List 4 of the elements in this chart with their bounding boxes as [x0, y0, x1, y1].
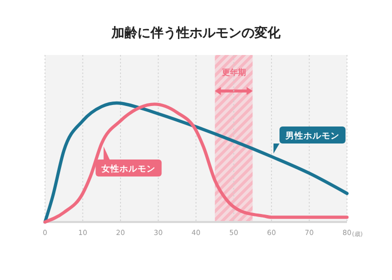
- legend-label: 女性ホルモン: [100, 163, 156, 174]
- text: 男性ホルモン: [284, 130, 340, 142]
- band-label: 更年期: [222, 68, 246, 77]
- chart-title: 加齢に伴う性ホルモンの変化: [110, 25, 282, 41]
